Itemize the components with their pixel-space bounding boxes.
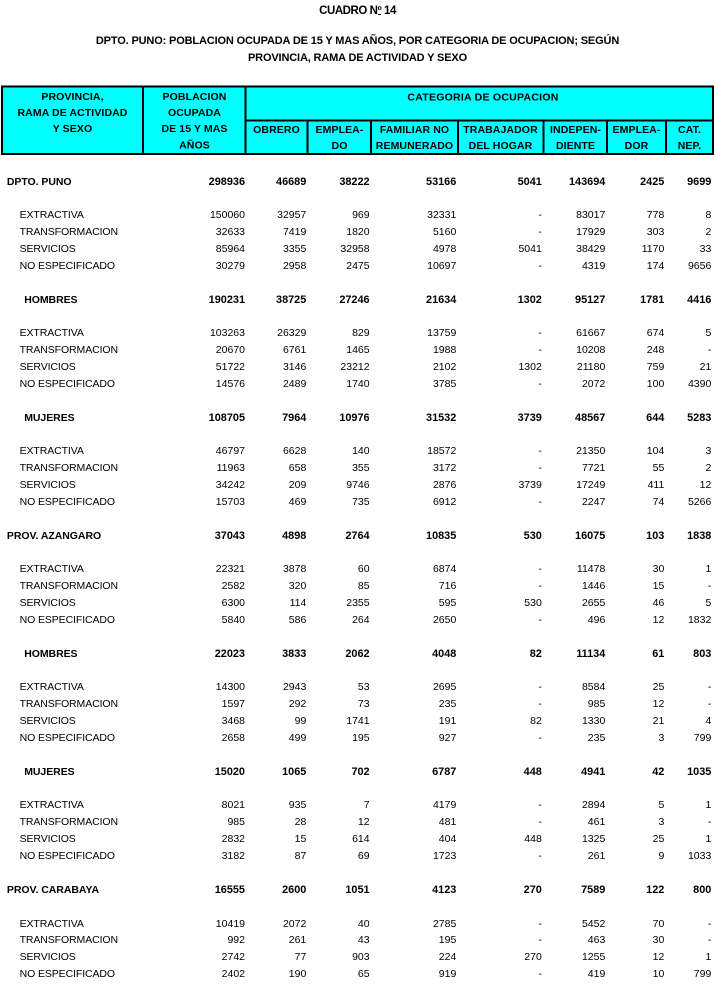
svg-text:EMPLEA-: EMPLEA-	[613, 124, 661, 136]
svg-text:NEP.: NEP.	[678, 140, 702, 152]
svg-text:AÑOS: AÑOS	[179, 139, 210, 152]
svg-text:EMPLEA-: EMPLEA-	[316, 124, 364, 136]
svg-text:INDEPEN-: INDEPEN-	[550, 124, 601, 136]
svg-text:Y SEXO: Y SEXO	[53, 123, 93, 135]
svg-text:DO: DO	[332, 140, 348, 152]
svg-text:FAMILIAR NO: FAMILIAR NO	[380, 124, 449, 136]
svg-text:DE 15 Y MAS: DE 15 Y MAS	[161, 123, 227, 135]
svg-text:POBLACION: POBLACION	[163, 91, 227, 103]
svg-text:DIENTE: DIENTE	[556, 140, 595, 152]
svg-text:RAMA DE ACTIVIDAD: RAMA DE ACTIVIDAD	[17, 107, 127, 119]
svg-text:CAT.: CAT.	[678, 124, 701, 136]
svg-text:DOR: DOR	[625, 140, 649, 152]
svg-text:PROVINCIA,: PROVINCIA,	[41, 91, 103, 103]
svg-text:CATEGORIA DE OCUPACION: CATEGORIA DE OCUPACION	[407, 92, 558, 104]
svg-text:REMUNERADO: REMUNERADO	[376, 140, 453, 152]
svg-text:OBRERO: OBRERO	[253, 124, 300, 136]
svg-text:OCUPADA: OCUPADA	[168, 107, 221, 119]
svg-text:TRABAJADOR: TRABAJADOR	[463, 124, 538, 136]
svg-text:DEL HOGAR: DEL HOGAR	[469, 140, 533, 152]
